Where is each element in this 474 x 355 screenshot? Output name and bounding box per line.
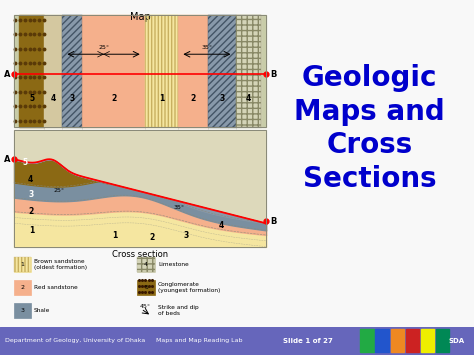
Bar: [82, 15, 145, 127]
Text: Cross section: Cross section: [112, 250, 168, 259]
Text: 25°: 25°: [54, 188, 65, 193]
Text: 3: 3: [28, 190, 34, 199]
Text: 2: 2: [28, 207, 34, 216]
Text: 35°: 35°: [201, 45, 212, 50]
Text: 25°: 25°: [98, 45, 109, 50]
Bar: [137, 257, 155, 272]
Text: 4: 4: [27, 175, 33, 184]
Bar: [360, 329, 374, 352]
Bar: [19, 15, 44, 127]
Bar: [44, 15, 62, 127]
Text: 3: 3: [219, 94, 225, 103]
Bar: [145, 15, 178, 127]
Text: A: A: [3, 155, 10, 164]
Text: Red sandstone: Red sandstone: [34, 285, 78, 290]
Bar: [375, 329, 389, 352]
Bar: [436, 329, 449, 352]
Text: 45°: 45°: [139, 304, 151, 309]
Text: 1: 1: [112, 230, 118, 240]
Text: Limestone: Limestone: [158, 262, 189, 267]
Bar: [137, 280, 155, 295]
Text: Strike and dip
of beds: Strike and dip of beds: [158, 305, 199, 316]
Bar: [14, 257, 31, 272]
Text: 5: 5: [144, 285, 148, 290]
Bar: [178, 15, 208, 127]
Text: Geologic
Maps and
Cross
Sections: Geologic Maps and Cross Sections: [294, 64, 445, 193]
Bar: [14, 15, 266, 127]
Text: 4: 4: [144, 262, 148, 267]
Text: A: A: [3, 70, 10, 79]
Text: Map: Map: [130, 12, 150, 22]
Text: 3: 3: [184, 230, 189, 240]
Bar: [14, 130, 266, 247]
Text: Slide 1 of 27: Slide 1 of 27: [283, 338, 333, 344]
Bar: [208, 15, 236, 127]
Text: 3: 3: [69, 94, 74, 103]
Bar: [14, 302, 31, 318]
Text: 2: 2: [149, 233, 155, 242]
Text: Brown sandstone
(oldest formation): Brown sandstone (oldest formation): [34, 259, 87, 270]
Text: Maps and Map Reading Lab: Maps and Map Reading Lab: [156, 338, 242, 343]
Text: 1: 1: [21, 262, 25, 267]
Bar: [137, 257, 155, 272]
Text: 2: 2: [191, 94, 196, 103]
Text: 5: 5: [29, 94, 34, 103]
Bar: [14, 257, 31, 272]
Text: 1: 1: [28, 226, 34, 235]
Text: B: B: [270, 217, 276, 225]
Text: 2: 2: [21, 285, 25, 290]
Bar: [236, 15, 261, 127]
Text: 4: 4: [51, 94, 56, 103]
Bar: [421, 329, 434, 352]
Text: 1: 1: [159, 94, 164, 103]
Text: 2: 2: [111, 94, 116, 103]
Bar: [391, 329, 404, 352]
Bar: [406, 329, 419, 352]
Bar: [14, 15, 266, 127]
Bar: [62, 15, 82, 127]
Text: SDA: SDA: [448, 338, 465, 344]
Bar: [208, 15, 236, 127]
Text: Conglomerate
(youngest formation): Conglomerate (youngest formation): [158, 282, 220, 293]
Text: B: B: [270, 70, 276, 79]
Bar: [14, 130, 266, 247]
Bar: [62, 15, 82, 127]
Bar: [236, 15, 261, 127]
Text: 3: 3: [21, 308, 25, 313]
Text: Shale: Shale: [34, 308, 50, 313]
Text: 35°: 35°: [173, 206, 184, 211]
Text: 4: 4: [219, 221, 224, 230]
Bar: [14, 280, 31, 295]
Text: Department of Geology, University of Dhaka: Department of Geology, University of Dha…: [5, 338, 145, 343]
Text: 4: 4: [246, 94, 251, 103]
Bar: [145, 15, 178, 127]
Text: 5: 5: [22, 158, 27, 167]
